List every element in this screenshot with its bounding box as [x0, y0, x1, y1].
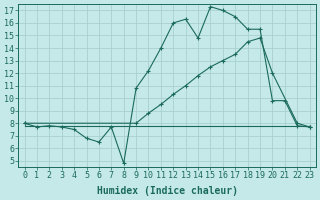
X-axis label: Humidex (Indice chaleur): Humidex (Indice chaleur)	[97, 186, 237, 196]
